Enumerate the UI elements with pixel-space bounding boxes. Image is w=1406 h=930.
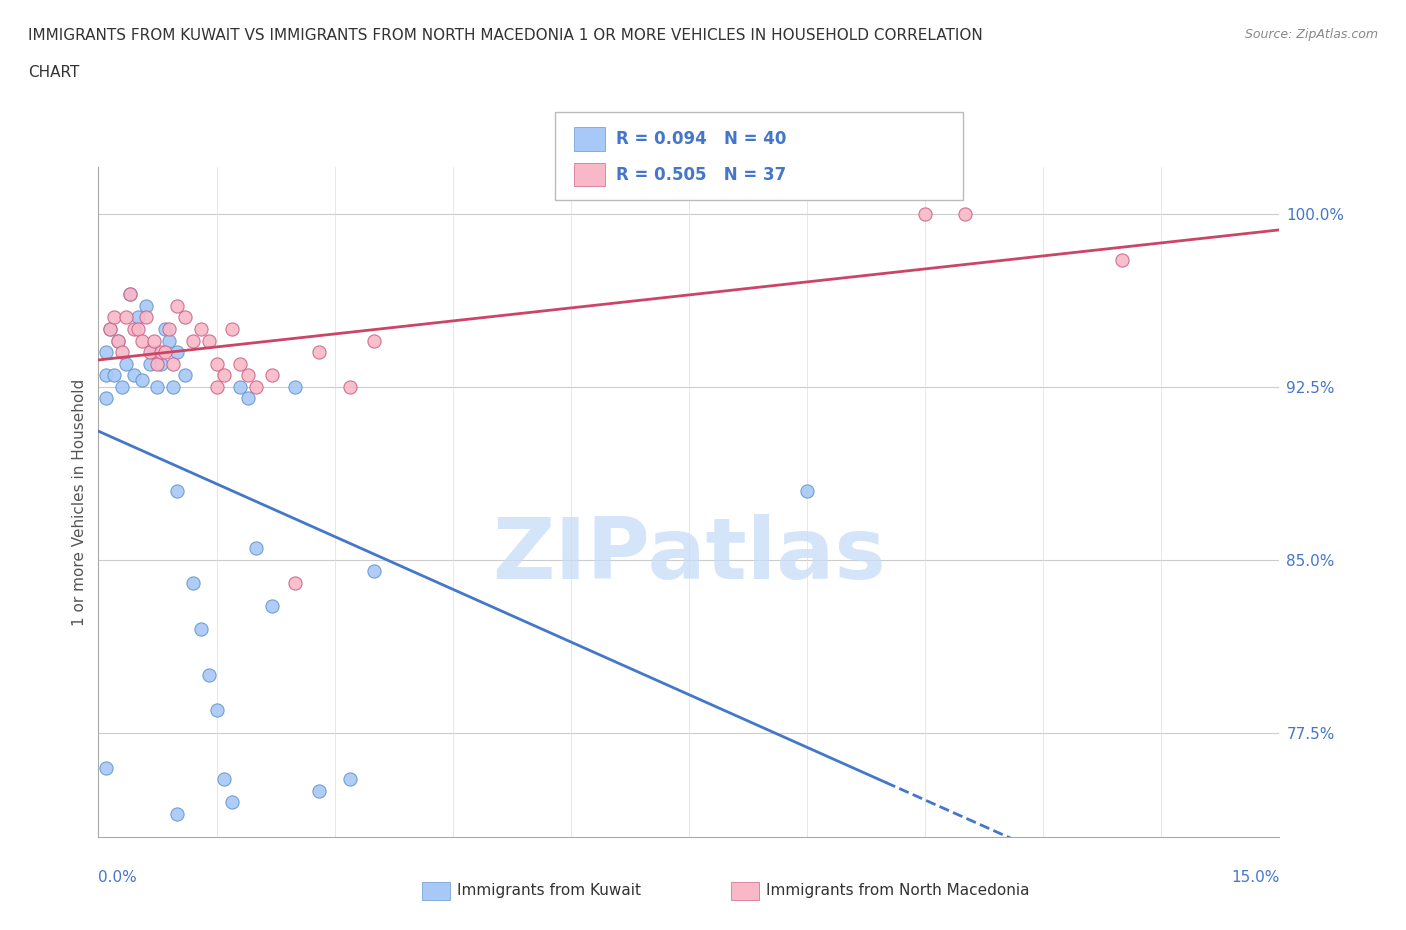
Point [131, 333, 153, 348]
Point [221, 795, 243, 810]
Point [236, 391, 259, 405]
Text: ZIPatlas: ZIPatlas [492, 514, 886, 597]
Point [174, 310, 197, 325]
Point [229, 379, 252, 394]
Point [150, 345, 173, 360]
Point [363, 333, 385, 348]
Point [166, 806, 188, 821]
Point [260, 599, 283, 614]
Point [339, 379, 361, 394]
Point [111, 345, 134, 360]
Point [205, 702, 228, 717]
Point [181, 576, 204, 591]
Point [229, 356, 252, 371]
Point [157, 333, 180, 348]
Point [339, 772, 361, 787]
Point [122, 322, 145, 337]
Point [308, 783, 330, 798]
Point [190, 622, 212, 637]
Point [181, 333, 204, 348]
Point [205, 356, 228, 371]
Point [157, 322, 180, 337]
Point [166, 345, 188, 360]
Text: R = 0.505   N = 37: R = 0.505 N = 37 [616, 166, 786, 184]
Point [103, 310, 125, 325]
Point [115, 356, 138, 371]
Point [96, 345, 118, 360]
Point [115, 310, 138, 325]
Point [796, 484, 818, 498]
Text: Immigrants from North Macedonia: Immigrants from North Macedonia [766, 884, 1029, 898]
Point [166, 484, 188, 498]
Point [107, 333, 129, 348]
Point [118, 287, 141, 302]
Point [205, 379, 228, 394]
Point [142, 333, 165, 348]
Point [103, 367, 125, 382]
Point [214, 772, 236, 787]
Point [221, 322, 243, 337]
Point [127, 322, 149, 337]
Text: Immigrants from Kuwait: Immigrants from Kuwait [457, 884, 641, 898]
Point [122, 367, 145, 382]
Point [162, 379, 184, 394]
Point [150, 356, 173, 371]
Point [284, 576, 307, 591]
Point [245, 541, 267, 556]
Point [214, 367, 236, 382]
Point [953, 206, 976, 221]
Point [96, 367, 118, 382]
Point [107, 333, 129, 348]
Point [138, 356, 160, 371]
Point [197, 333, 219, 348]
Point [98, 322, 121, 337]
Point [146, 379, 169, 394]
Text: 15.0%: 15.0% [1232, 870, 1279, 885]
Text: CHART: CHART [28, 65, 80, 80]
Point [96, 391, 118, 405]
Point [155, 345, 177, 360]
Text: IMMIGRANTS FROM KUWAIT VS IMMIGRANTS FROM NORTH MACEDONIA 1 OR MORE VEHICLES IN : IMMIGRANTS FROM KUWAIT VS IMMIGRANTS FRO… [28, 28, 983, 43]
Point [260, 367, 283, 382]
Point [284, 379, 307, 394]
Point [135, 310, 157, 325]
Point [155, 322, 177, 337]
Point [118, 287, 141, 302]
Point [138, 345, 160, 360]
Point [96, 761, 118, 776]
Point [174, 367, 197, 382]
Point [363, 564, 385, 578]
Point [131, 372, 153, 387]
Point [162, 356, 184, 371]
Point [914, 206, 936, 221]
Point [98, 322, 121, 337]
Point [1111, 252, 1133, 267]
Point [142, 345, 165, 360]
Point [127, 310, 149, 325]
Text: Source: ZipAtlas.com: Source: ZipAtlas.com [1244, 28, 1378, 41]
Point [236, 367, 259, 382]
Point [111, 379, 134, 394]
Point [135, 299, 157, 313]
Point [197, 668, 219, 683]
Point [166, 299, 188, 313]
Text: R = 0.094   N = 40: R = 0.094 N = 40 [616, 130, 786, 149]
Point [146, 356, 169, 371]
Y-axis label: 1 or more Vehicles in Household: 1 or more Vehicles in Household [72, 379, 87, 626]
Point [245, 379, 267, 394]
Text: 0.0%: 0.0% [98, 870, 138, 885]
Point [190, 322, 212, 337]
Point [308, 345, 330, 360]
